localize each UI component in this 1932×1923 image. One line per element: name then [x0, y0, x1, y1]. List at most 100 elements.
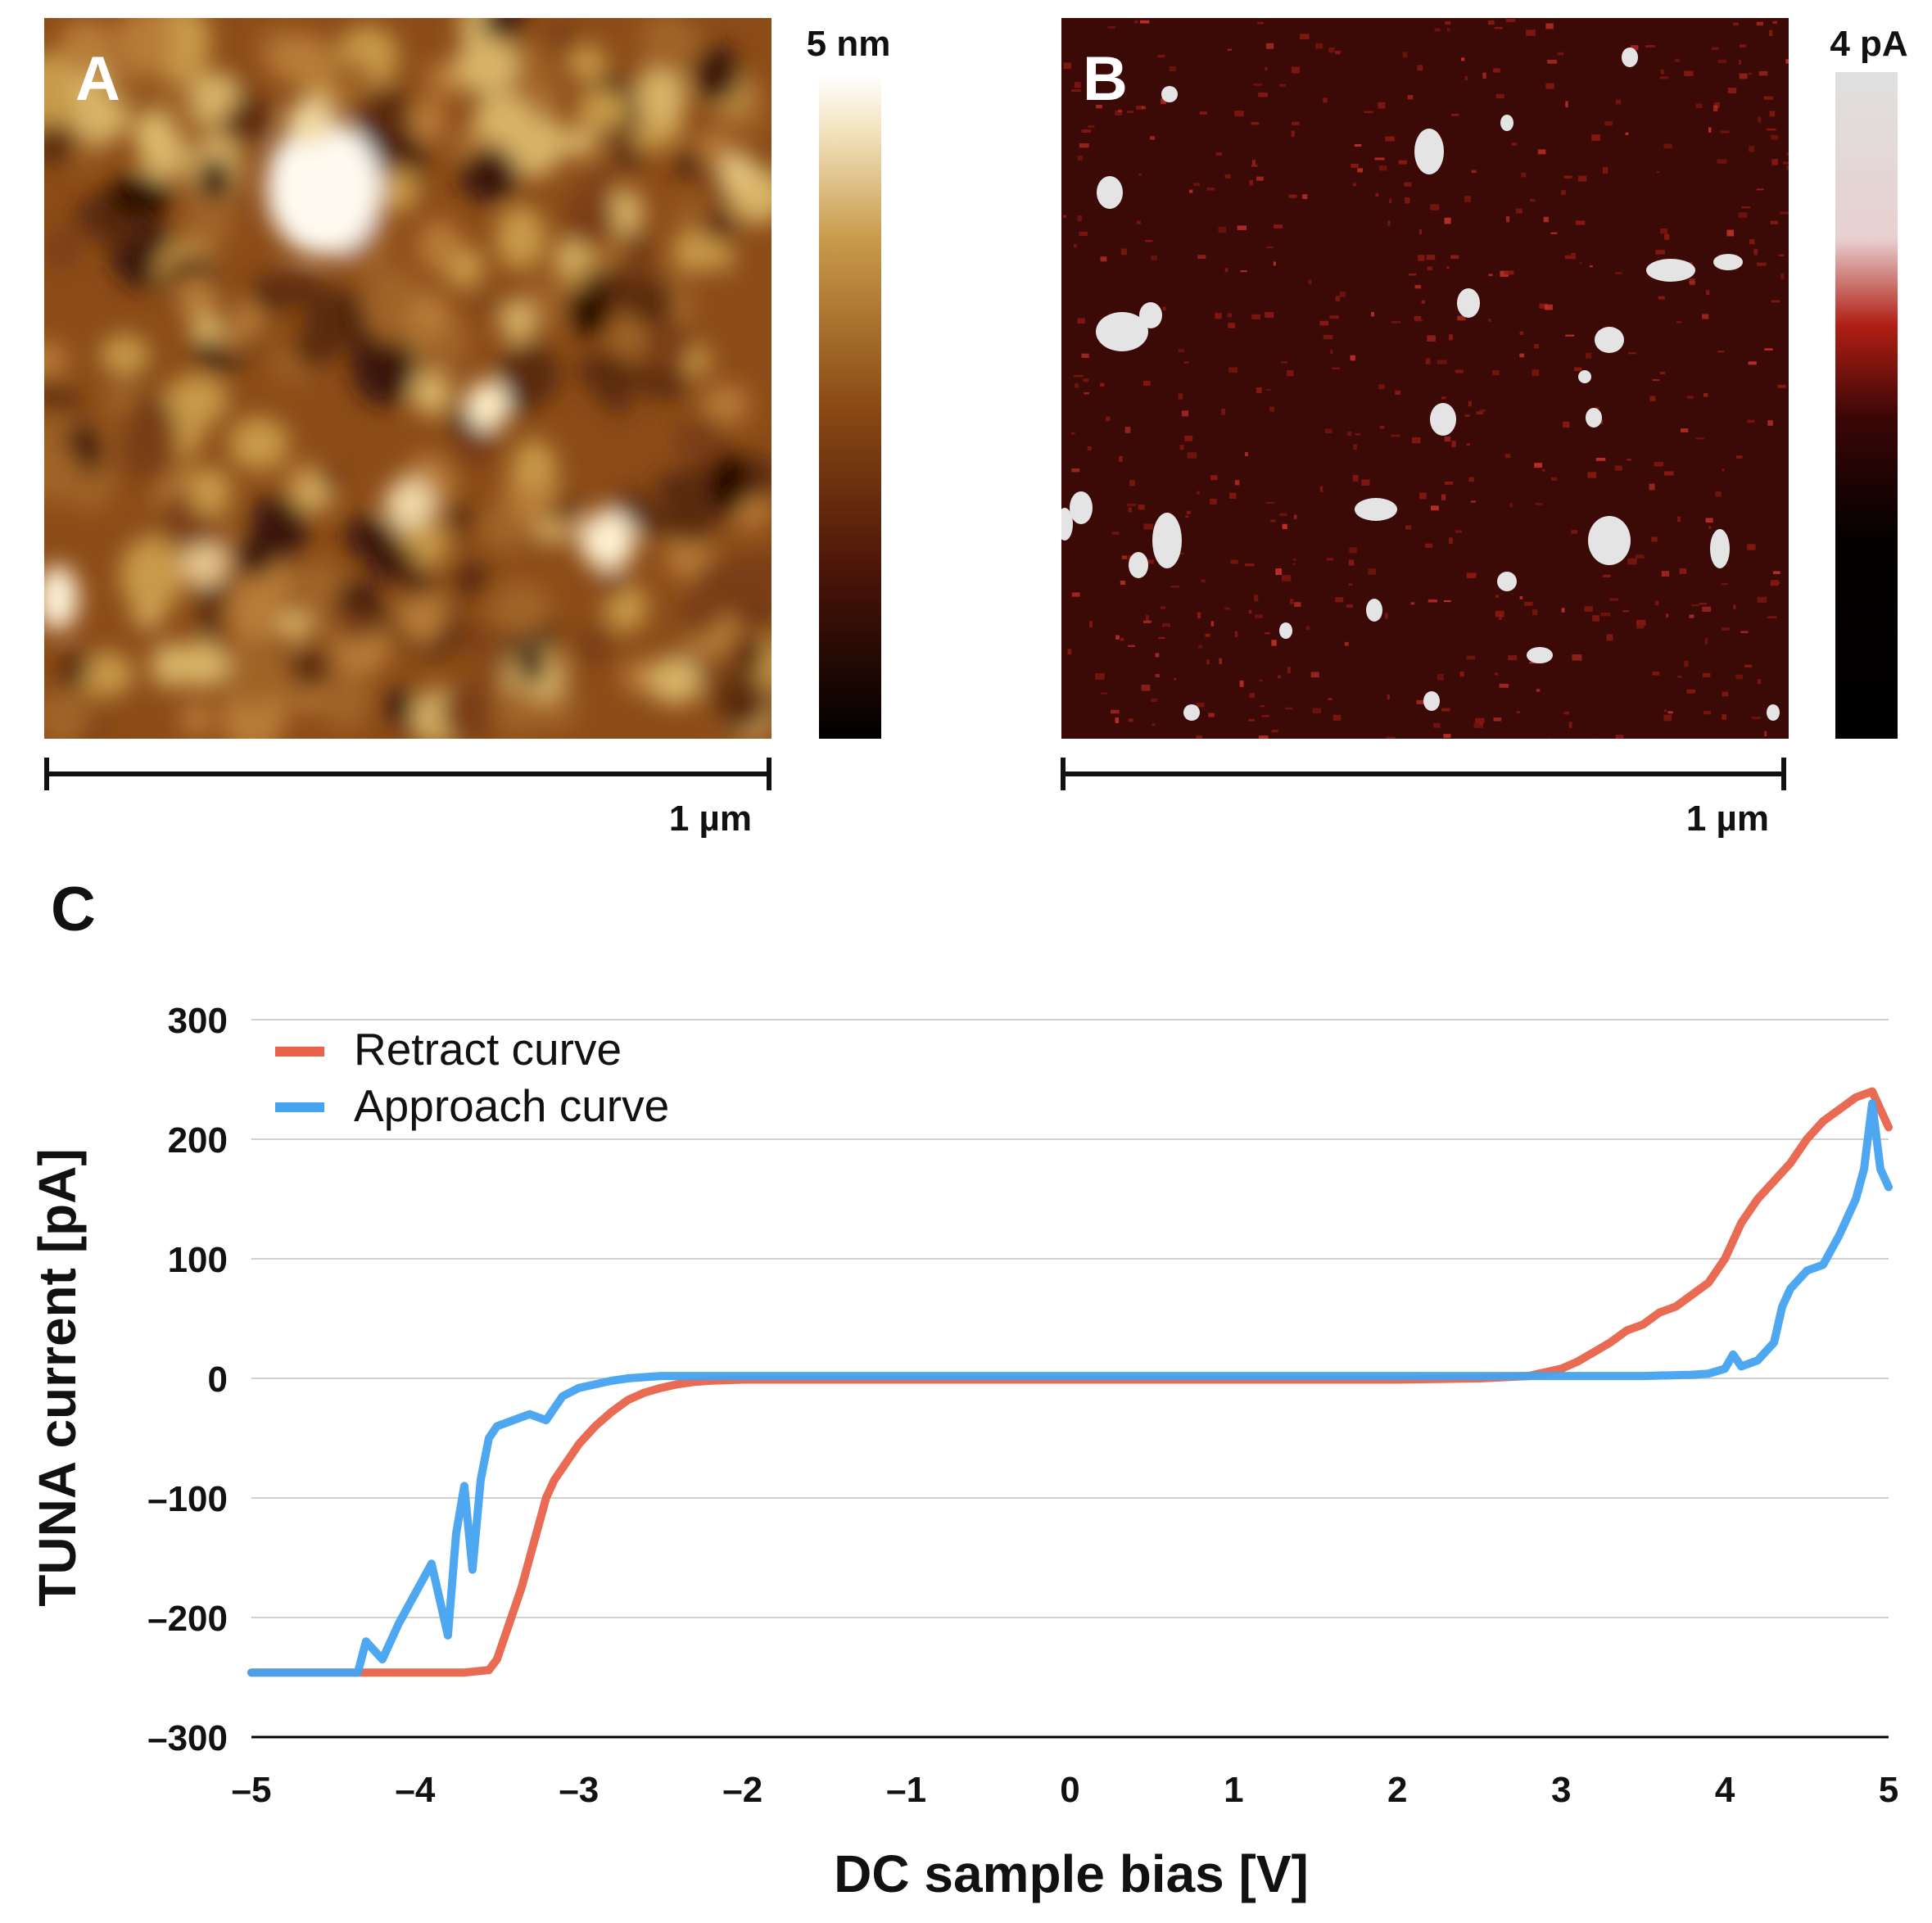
speckle	[1627, 558, 1637, 565]
speckle	[1769, 111, 1776, 117]
speckle	[1766, 128, 1776, 131]
speckle	[1197, 255, 1206, 260]
speckle	[1443, 734, 1451, 738]
speckle	[1150, 136, 1156, 140]
grain	[198, 621, 223, 641]
speckle	[1739, 73, 1748, 79]
speckle	[1287, 370, 1294, 377]
grain	[195, 157, 234, 201]
speckle	[1504, 454, 1511, 459]
panel-c: C 300 200 100 0 –100 –200 –300 –5 –4 –3 –2 –1 0 1 2 3 4…	[28, 875, 1898, 1903]
speckle	[1151, 698, 1157, 703]
speckle	[1323, 334, 1333, 340]
speckle	[1499, 683, 1509, 688]
speckle	[1240, 269, 1247, 273]
grain	[44, 226, 82, 271]
speckle	[1138, 173, 1142, 176]
conductive-spot	[1129, 552, 1148, 578]
speckle	[1545, 23, 1554, 29]
speckle	[1493, 717, 1502, 722]
grain	[44, 685, 91, 739]
speckle	[1256, 176, 1264, 181]
speckle	[1651, 536, 1658, 542]
speckle	[1676, 675, 1682, 678]
speckle	[1516, 711, 1521, 713]
grain	[53, 391, 82, 415]
y-tick-label: 100	[168, 1240, 228, 1280]
speckle	[1408, 273, 1417, 276]
speckle	[1660, 228, 1668, 234]
x-tick-label: –3	[559, 1770, 599, 1810]
speckle	[1344, 641, 1349, 646]
speckle	[1587, 472, 1597, 478]
speckle	[1329, 315, 1339, 319]
speckle	[1584, 606, 1593, 612]
speckle	[1539, 303, 1549, 309]
grain	[577, 88, 629, 131]
grain	[56, 666, 83, 691]
speckle	[1515, 208, 1523, 214]
speckle	[1545, 83, 1554, 89]
speckle	[1073, 243, 1077, 248]
conductive-spot	[1061, 508, 1073, 541]
speckle	[1699, 602, 1708, 605]
speckle	[1604, 121, 1613, 126]
speckle	[1077, 156, 1084, 161]
speckle	[1529, 662, 1538, 664]
speckle	[1715, 491, 1722, 497]
speckle	[1335, 296, 1341, 302]
grain	[546, 20, 579, 54]
grain	[694, 44, 741, 104]
speckle	[1426, 254, 1436, 260]
speckle	[1595, 457, 1606, 461]
grain	[493, 688, 541, 735]
speckle	[1160, 606, 1166, 609]
grain	[696, 129, 731, 166]
speckle	[1128, 718, 1133, 722]
speckle	[1519, 595, 1523, 600]
chart-legend[interactable]: Retract curve Approach curve	[275, 1024, 669, 1131]
speckle	[1287, 667, 1291, 673]
speckle	[1265, 388, 1271, 391]
speckle	[1411, 437, 1421, 444]
speckle	[1722, 713, 1727, 720]
speckle	[1281, 575, 1292, 581]
speckle	[1260, 705, 1265, 708]
speckle	[1565, 334, 1575, 337]
speckle	[1713, 105, 1718, 111]
speckle	[1636, 554, 1645, 559]
speckle	[1405, 197, 1410, 204]
speckle	[1509, 503, 1513, 508]
grain	[179, 131, 205, 157]
speckle	[1508, 655, 1518, 661]
speckle	[1100, 692, 1108, 695]
speckle	[1162, 622, 1170, 627]
conductive-spot	[1070, 491, 1093, 524]
speckle	[1179, 445, 1184, 450]
speckle	[1441, 396, 1446, 400]
speckle	[1625, 132, 1629, 135]
speckle	[1676, 516, 1681, 523]
speckle	[1387, 220, 1391, 226]
speckle	[1504, 270, 1514, 275]
speckle	[1196, 703, 1205, 708]
speckle	[1476, 411, 1484, 415]
speckle	[1708, 526, 1712, 529]
conductive-spot	[1595, 327, 1624, 353]
speckle	[1285, 707, 1293, 710]
speckle	[1758, 116, 1762, 123]
grain	[676, 600, 717, 638]
speckle	[1708, 127, 1712, 133]
speckle	[1466, 443, 1470, 446]
speckle	[1335, 597, 1344, 603]
grain	[224, 640, 283, 707]
speckle	[1273, 261, 1276, 266]
speckle	[1118, 455, 1123, 462]
speckle	[1352, 474, 1359, 482]
speckle	[1187, 452, 1197, 459]
speckle	[1120, 637, 1124, 641]
speckle	[1115, 110, 1123, 116]
conductive-spot	[1161, 86, 1178, 102]
feature	[466, 381, 509, 430]
speckle	[1464, 196, 1471, 202]
